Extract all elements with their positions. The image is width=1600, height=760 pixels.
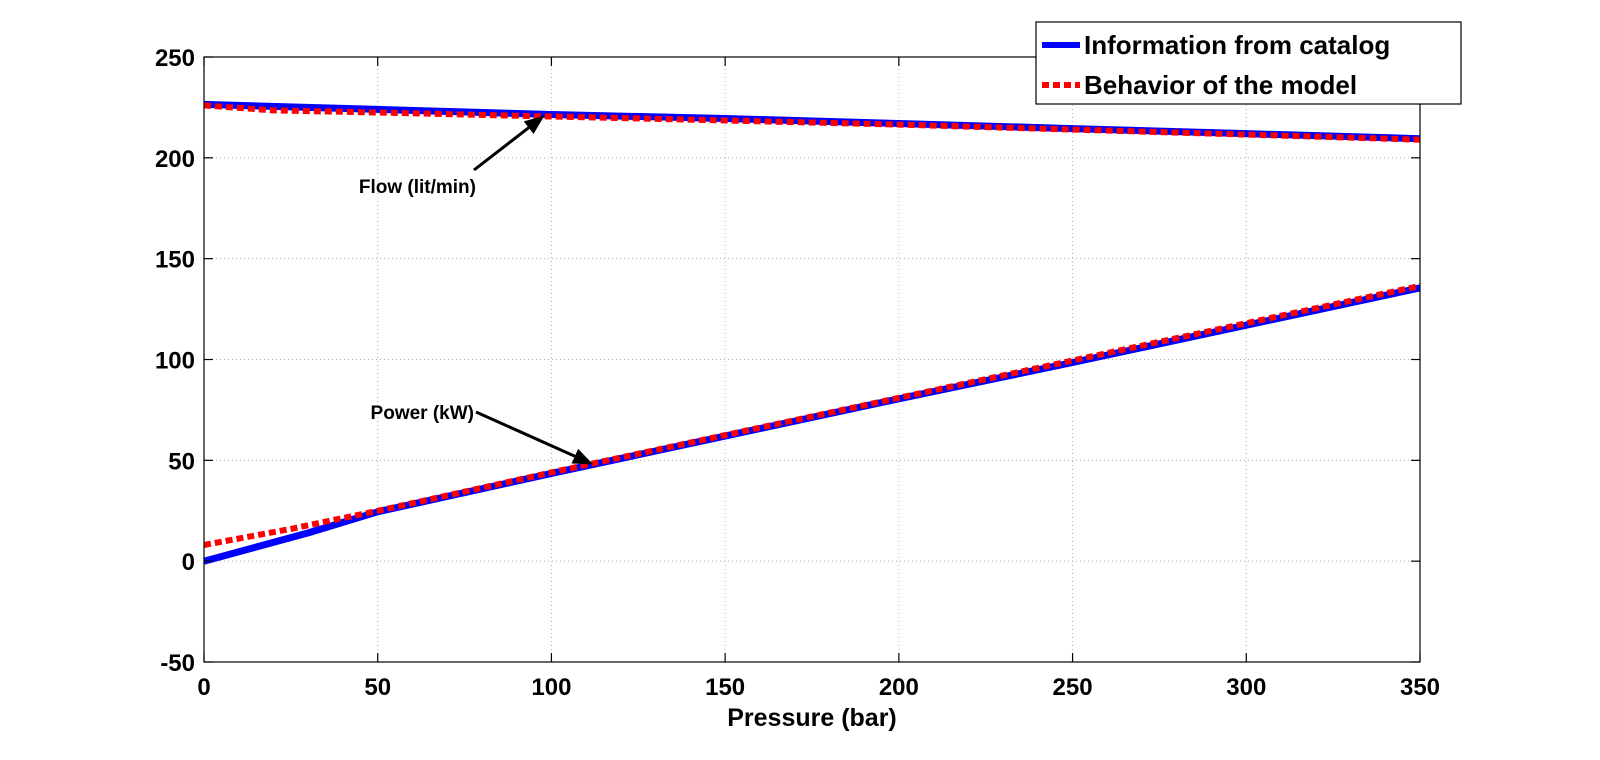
y-tick-label: 250 [155, 45, 195, 72]
x-tick-label: 150 [705, 674, 745, 701]
flow-arrow-head [523, 115, 545, 135]
series-line-power-solid [203, 284, 1421, 565]
x-tick-label: 200 [879, 674, 919, 701]
x-tick-labels: 0 50 100 150 200 250 300 350 [197, 674, 1440, 701]
y-tick-label: 50 [168, 448, 195, 475]
x-tick-label: 0 [197, 674, 210, 701]
y-tick-label: -50 [160, 650, 195, 677]
y-tick-label: 150 [155, 247, 195, 274]
legend: Information from catalog Behavior of the… [1035, 21, 1462, 105]
x-tick-label: 250 [1053, 674, 1093, 701]
y-tick-label: 200 [155, 146, 195, 173]
series-line-power-dashed [203, 282, 1421, 548]
gridlines [204, 57, 1420, 662]
x-tick-label: 300 [1226, 674, 1266, 701]
power-arrow [475, 410, 576, 458]
x-tick-label: 350 [1400, 674, 1440, 701]
series-group [203, 100, 1421, 565]
annotations: Flow (lit/min) Power (kW) [359, 115, 594, 465]
legend-box [1035, 21, 1462, 105]
y-tick-label: 100 [155, 348, 195, 375]
legend-label-model: Behavior of the model [1084, 70, 1357, 100]
power-arrow-head [571, 448, 594, 465]
x-tick-label: 100 [531, 674, 571, 701]
x-tick-label: 50 [364, 674, 391, 701]
y-tick-label: 0 [182, 549, 195, 576]
flow-annotation: Flow (lit/min) [359, 177, 476, 198]
y-tick-labels: -50 0 50 100 150 200 250 [155, 45, 195, 677]
x-axis-title: Pressure (bar) [727, 704, 897, 732]
legend-label-catalog: Information from catalog [1084, 30, 1390, 60]
flow-arrow [473, 126, 530, 172]
series-line-flow-dashed [203, 102, 1421, 143]
power-annotation: Power (kW) [371, 403, 474, 424]
